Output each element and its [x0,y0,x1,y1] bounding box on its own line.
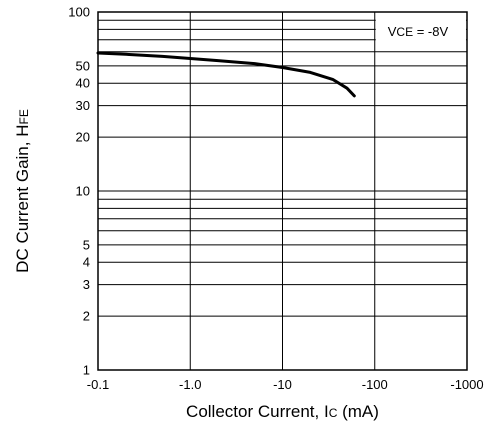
x-tick-labels: -0.1 -1.0 -10 -100 -1000 [87,377,484,392]
x-tick-label: -1000 [450,377,483,392]
x-axis-title-main: Collector Current, I [186,402,329,421]
plot-frame [97,11,468,371]
annotation-rest: = -8V [413,24,448,39]
x-tick-label: -10 [273,377,292,392]
y-tick-label: 30 [76,98,90,113]
annotation-box: VCE = -8V [375,13,466,50]
annotation-sub: CE [396,25,413,39]
y-tick-label: 2 [83,309,90,324]
x-tick-label: -0.1 [87,377,109,392]
x-tick-label: -100 [362,377,388,392]
annotation-box-bg [375,13,466,50]
y-tick-label: 50 [76,58,90,73]
x-tick-label: -1.0 [179,377,201,392]
y-tick-label: 3 [83,277,90,292]
y-axis-title-sub: FE [17,109,31,124]
annotation-main: V [388,24,397,39]
y-tick-label: 40 [76,76,90,91]
series-line [96,51,356,98]
y-tick-label: 5 [83,237,90,252]
x-axis-title: Collector Current, IC (mA) [186,402,379,421]
y-tick-label: 10 [76,184,90,199]
annotation-text: VCE = -8V [388,24,449,39]
grid-lines [97,12,468,371]
y-tick-label: 1 [83,363,90,378]
y-tick-label: 4 [83,255,90,270]
y-axis-title-main: DC Current Gain, H [13,125,32,273]
y-tick-labels: 1 2 3 4 5 10 20 30 40 50 100 [68,5,90,378]
x-axis-title-sub: C [329,406,338,420]
y-tick-label: 20 [76,130,90,145]
series-lines [96,51,356,98]
x-axis-title-unit: (mA) [337,402,379,421]
y-axis-title: DC Current Gain, HFE [13,109,32,273]
y-tick-label: 100 [68,5,90,20]
